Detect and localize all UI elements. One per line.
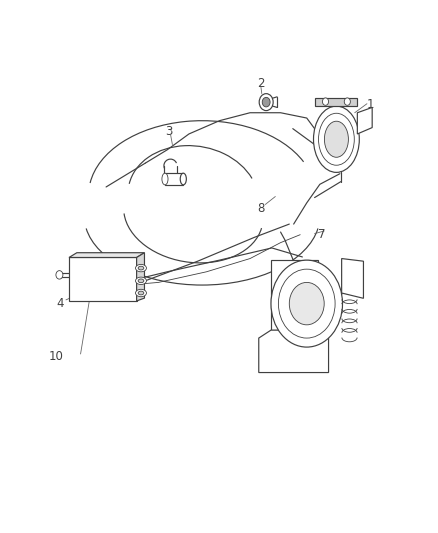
Polygon shape <box>315 98 357 106</box>
Text: 2: 2 <box>257 77 264 90</box>
Circle shape <box>261 98 269 107</box>
Polygon shape <box>69 253 144 257</box>
Ellipse shape <box>135 264 146 272</box>
Ellipse shape <box>162 173 168 185</box>
Ellipse shape <box>313 106 358 172</box>
Ellipse shape <box>138 266 144 270</box>
Ellipse shape <box>324 121 348 157</box>
Text: 7: 7 <box>318 228 325 241</box>
Text: 10: 10 <box>48 350 63 363</box>
Polygon shape <box>270 260 317 330</box>
Circle shape <box>322 98 328 106</box>
Text: 8: 8 <box>257 201 264 215</box>
Ellipse shape <box>135 277 146 285</box>
Circle shape <box>343 98 350 106</box>
Polygon shape <box>136 253 144 301</box>
Ellipse shape <box>138 279 144 282</box>
Circle shape <box>56 271 63 279</box>
Text: 1: 1 <box>365 98 373 111</box>
Circle shape <box>258 94 272 111</box>
Ellipse shape <box>318 114 353 165</box>
Polygon shape <box>357 108 371 134</box>
Polygon shape <box>69 257 136 301</box>
Ellipse shape <box>135 289 146 297</box>
Ellipse shape <box>138 291 144 295</box>
Text: 4: 4 <box>57 297 64 310</box>
Ellipse shape <box>180 173 186 185</box>
Text: 3: 3 <box>165 125 173 138</box>
Polygon shape <box>341 259 363 298</box>
Circle shape <box>270 260 342 347</box>
Polygon shape <box>258 330 328 373</box>
Circle shape <box>278 269 334 338</box>
Circle shape <box>289 282 323 325</box>
